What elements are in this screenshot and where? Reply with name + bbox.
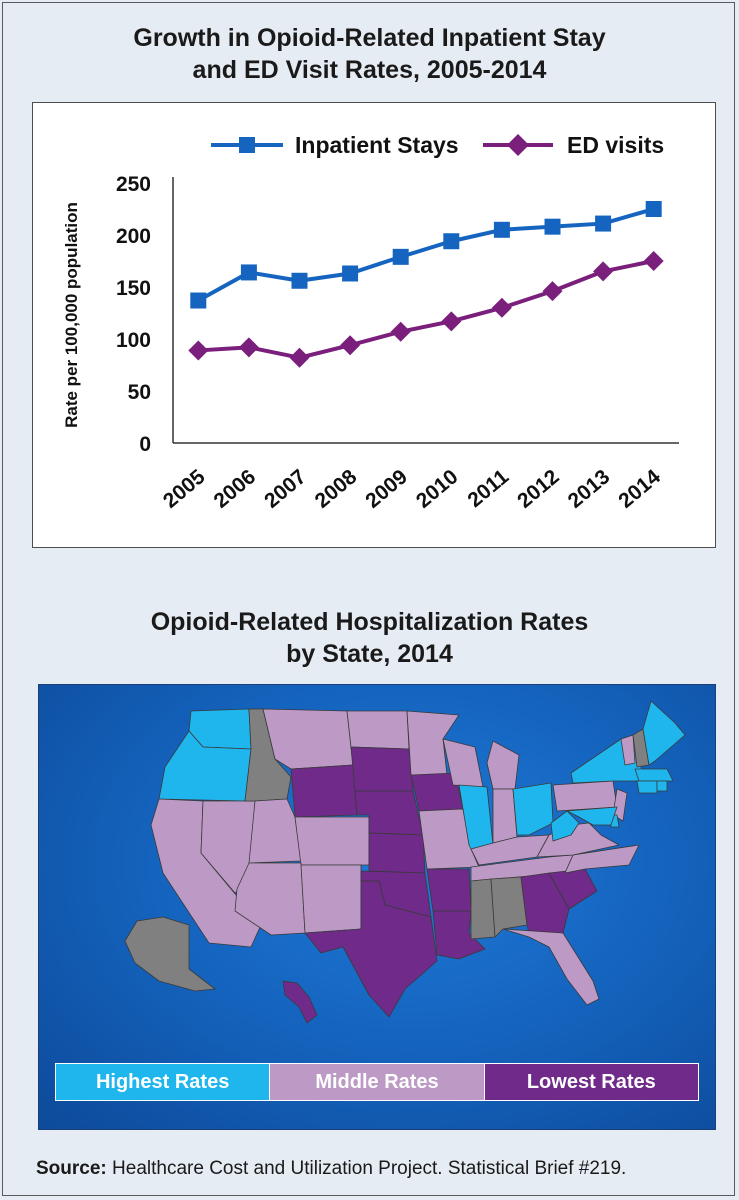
y-axis-title: Rate per 100,000 population	[62, 202, 81, 428]
state-utah	[248, 798, 302, 864]
x-tick-label: 2006	[210, 465, 261, 513]
data-point-inpatient-stays	[493, 221, 510, 238]
state-north-carolina	[564, 844, 640, 874]
data-point-ed-visits	[643, 251, 664, 271]
data-point-inpatient-stays	[595, 215, 612, 232]
map-title-line-2: by State, 2014	[286, 640, 453, 668]
state-ohio	[512, 782, 554, 836]
state-massachusetts	[634, 768, 674, 782]
x-tick-label: 2011	[463, 465, 513, 512]
x-tick-label: 2010	[412, 465, 463, 513]
data-point-ed-visits	[491, 297, 512, 318]
data-point-inpatient-stays	[190, 292, 207, 309]
state-alabama	[490, 876, 528, 938]
x-tick-label: 2007	[260, 465, 311, 513]
state-texas	[304, 880, 438, 1018]
series-line-ed-visits	[198, 259, 655, 360]
data-point-inpatient-stays	[443, 233, 460, 250]
map-legend: Highest Rates Middle Rates Lowest Rates	[55, 1063, 699, 1101]
legend-label-ed-visits: ED visits	[567, 132, 664, 158]
x-tick-label: 2013	[564, 465, 615, 513]
x-tick-label: 2005	[159, 465, 210, 513]
state-west-virginia	[550, 810, 580, 842]
state-new-jersey	[612, 788, 628, 822]
state-montana	[262, 708, 354, 770]
chart-title: Growth in Opioid-Related Inpatient Stay …	[0, 22, 739, 86]
state-hawaii	[282, 980, 318, 1024]
state-colorado	[294, 816, 370, 866]
data-point-ed-visits	[441, 311, 462, 332]
map-title: Opioid-Related Hospitalization Rates by …	[0, 606, 739, 670]
x-tick-label: 2008	[311, 465, 362, 513]
chart-title-line-2: and ED Visit Rates, 2005-2014	[192, 56, 547, 84]
y-tick-label: 50	[128, 381, 151, 404]
legend-marker-ed-visits	[507, 134, 529, 156]
y-tick-label: 250	[116, 173, 151, 196]
data-point-inpatient-stays	[392, 248, 409, 265]
legend-label-inpatient-stays: Inpatient Stays	[295, 132, 459, 158]
legend-middle-rates: Middle Rates	[270, 1064, 485, 1100]
data-point-inpatient-stays	[544, 218, 561, 235]
y-tick-label: 200	[116, 225, 151, 248]
data-point-inpatient-stays	[291, 272, 308, 289]
y-tick-label: 100	[116, 329, 151, 352]
data-point-inpatient-stays	[645, 201, 662, 217]
state-mississippi	[470, 878, 496, 940]
data-point-ed-visits	[340, 335, 361, 356]
state-minnesota	[406, 710, 460, 776]
legend-marker-inpatient-stays	[239, 137, 255, 153]
series-line-inpatient-stays	[197, 207, 655, 303]
us-state-map	[124, 700, 686, 1024]
state-new-mexico	[300, 864, 362, 934]
state-arkansas	[426, 868, 472, 912]
state-north-dakota	[346, 710, 410, 750]
state-alaska	[124, 916, 216, 992]
source-note: Source: Healthcare Cost and Utilization …	[36, 1158, 626, 1180]
y-tick-label: 150	[116, 277, 151, 300]
x-tick-label: 2014	[614, 465, 665, 513]
data-point-inpatient-stays	[240, 264, 257, 281]
chart-title-line-1: Growth in Opioid-Related Inpatient Stay	[133, 24, 606, 52]
us-map-panel: Highest Rates Middle Rates Lowest Rates	[38, 684, 716, 1130]
data-point-ed-visits	[542, 281, 563, 302]
data-point-ed-visits	[188, 340, 209, 361]
state-maryland	[566, 806, 618, 826]
source-text: Healthcare Cost and Utilization Project.…	[112, 1158, 627, 1179]
data-point-ed-visits	[238, 337, 259, 358]
state-wyoming	[290, 764, 358, 818]
state-south-dakota	[350, 746, 414, 792]
state-connecticut	[636, 780, 658, 794]
state-pennsylvania	[552, 780, 618, 812]
legend-highest-rates: Highest Rates	[56, 1064, 271, 1100]
state-arizona	[234, 862, 306, 936]
state-maine	[642, 700, 686, 766]
state-florida	[502, 928, 600, 1006]
source-label: Source:	[36, 1158, 107, 1179]
state-missouri	[418, 808, 480, 870]
legend-lowest-rates: Lowest Rates	[484, 1064, 698, 1100]
data-point-ed-visits	[289, 347, 310, 368]
state-michigan	[486, 740, 520, 790]
x-tick-label: 2012	[513, 465, 564, 513]
y-tick-label: 0	[139, 433, 151, 456]
data-point-ed-visits	[390, 321, 411, 342]
state-kansas	[368, 832, 426, 874]
data-point-ed-visits	[593, 261, 614, 282]
x-tick-label: 2009	[361, 465, 412, 513]
data-point-inpatient-stays	[342, 265, 359, 282]
state-vermont	[620, 734, 636, 766]
state-rhode-island	[656, 780, 668, 792]
line-chart-panel: 0 50 100 150 200 250 2005 2006 2007 2008 2009 2010 2…	[32, 102, 716, 548]
map-title-line-1: Opioid-Related Hospitalization Rates	[150, 608, 589, 636]
